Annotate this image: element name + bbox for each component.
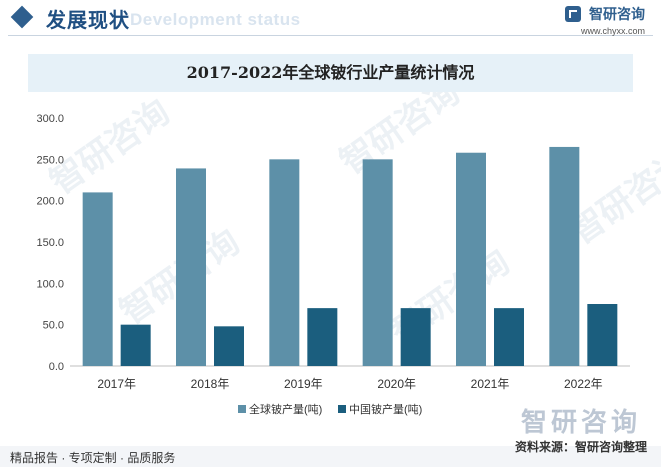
chart-title-bar: 2017-2022年全球铍行业产量统计情况 bbox=[28, 54, 633, 92]
y-tick-label: 150.0 bbox=[36, 237, 64, 249]
watermark-logo: 智研咨询 bbox=[521, 402, 641, 439]
x-tick-label: 2017年 bbox=[97, 377, 136, 391]
chart-title: 2017-2022年全球铍行业产量统计情况 bbox=[186, 63, 475, 82]
x-tick-label: 2020年 bbox=[377, 377, 416, 391]
y-tick-label: 200.0 bbox=[36, 196, 64, 208]
bar-china bbox=[587, 304, 618, 366]
x-tick-label: 2021年 bbox=[471, 377, 510, 391]
brand-name: 智研咨询 bbox=[589, 6, 645, 22]
brand-logo-icon bbox=[564, 6, 581, 22]
y-tick-label: 300.0 bbox=[36, 113, 64, 125]
bar-china bbox=[400, 308, 431, 366]
legend-label: 全球铍产量(吨) bbox=[249, 402, 322, 416]
header-subtitle-en: Development status bbox=[130, 10, 301, 29]
legend-label: 中国铍产量(吨) bbox=[349, 402, 422, 416]
brand-url: www.chyxx.com bbox=[580, 26, 645, 36]
bar-global bbox=[362, 159, 393, 366]
legend-swatch bbox=[338, 405, 346, 413]
y-tick-label: 0.0 bbox=[49, 361, 64, 373]
bar-china bbox=[120, 324, 151, 366]
x-tick-label: 2019年 bbox=[284, 377, 323, 391]
bar-china bbox=[494, 308, 524, 366]
bar-global bbox=[82, 192, 113, 366]
y-tick-label: 50.0 bbox=[43, 320, 64, 332]
page-title: 发展现状 bbox=[46, 8, 130, 32]
bar-china bbox=[214, 326, 244, 366]
footer-services: 精品报告 · 专项定制 · 品质服务 bbox=[10, 451, 176, 465]
bar-global bbox=[549, 146, 580, 366]
y-tick-label: 100.0 bbox=[36, 278, 64, 290]
bar-global bbox=[269, 159, 300, 366]
bar-global bbox=[176, 168, 206, 366]
bar-china bbox=[307, 308, 338, 366]
footer-source: 资料来源：智研咨询整理 bbox=[514, 440, 647, 454]
x-tick-label: 2018年 bbox=[191, 377, 230, 391]
brand-block: 智研咨询 www.chyxx.com bbox=[564, 4, 645, 36]
x-tick-label: 2022年 bbox=[564, 377, 603, 391]
watermark-logo-text: 智研咨询 bbox=[520, 407, 641, 437]
page-header: Development status 发展现状 智研咨询 www.chyxx.c… bbox=[0, 0, 661, 44]
footer-band bbox=[0, 446, 661, 467]
bar-global bbox=[456, 152, 486, 366]
y-tick-label: 250.0 bbox=[36, 154, 64, 166]
legend-swatch bbox=[238, 405, 246, 413]
header-divider bbox=[8, 35, 653, 36]
